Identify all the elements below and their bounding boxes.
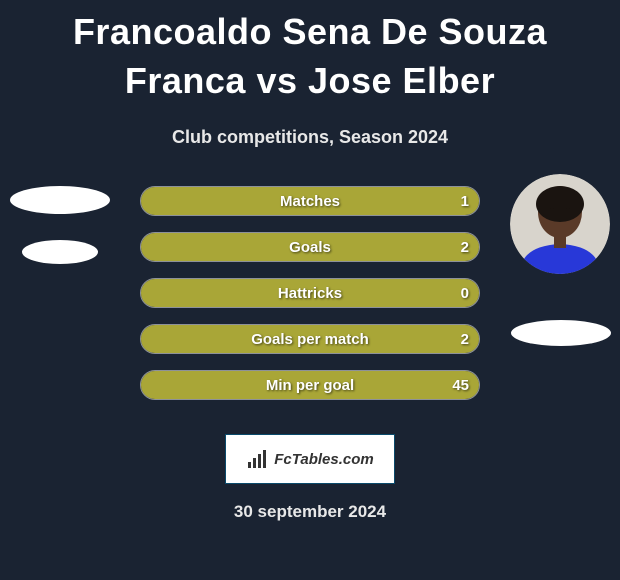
stat-row-hattricks: 0Hattricks	[140, 278, 480, 308]
player-right-avatar	[510, 174, 610, 274]
chart-icon	[246, 448, 270, 470]
stat-row-matches: 1Matches	[140, 186, 480, 216]
stat-label: Hattricks	[141, 279, 479, 307]
avatar-icon	[510, 174, 610, 274]
stat-label: Matches	[141, 187, 479, 215]
content-area: 1Matches 2Goals 0Hattricks 2Goals per match…	[0, 186, 620, 426]
logo-box[interactable]: FcTables.com	[225, 434, 395, 484]
player-left-placeholder-1	[10, 186, 110, 214]
subtitle: Club competitions, Season 2024	[0, 127, 620, 148]
page-title: Francoaldo Sena De Souza Franca vs Jose …	[0, 8, 620, 105]
logo-text: FcTables.com	[274, 451, 373, 468]
player-right-placeholder	[511, 320, 611, 346]
date-label: 30 september 2024	[0, 502, 620, 522]
stat-row-goals: 2Goals	[140, 232, 480, 262]
comparison-card: Francoaldo Sena De Souza Franca vs Jose …	[0, 0, 620, 580]
stat-label: Goals per match	[141, 325, 479, 353]
stat-bars: 1Matches 2Goals 0Hattricks 2Goals per match…	[140, 186, 480, 416]
stat-row-goals-per-match: 2Goals per match	[140, 324, 480, 354]
stat-row-min-per-goal: 45Min per goal	[140, 370, 480, 400]
stat-label: Min per goal	[141, 371, 479, 399]
stat-label: Goals	[141, 233, 479, 261]
player-left-placeholder-2	[22, 240, 98, 264]
